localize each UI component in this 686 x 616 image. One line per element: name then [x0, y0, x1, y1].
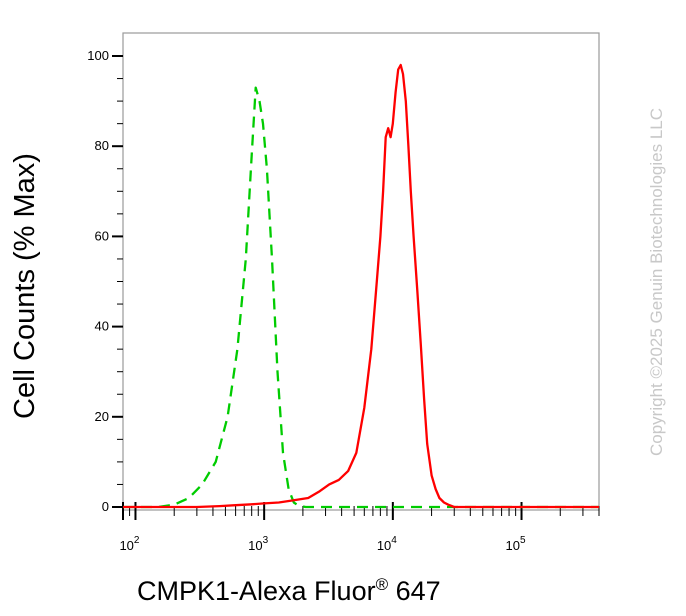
x-axis: 102 103 104 105 — [119, 502, 600, 553]
y-tick-label: 40 — [95, 319, 109, 334]
copyright-watermark: Copyright ©2025 Genuin Biotechnologies L… — [647, 108, 666, 456]
y-tick-label: 20 — [95, 409, 109, 424]
x-tick-label: 105 — [506, 535, 526, 553]
series-0-line — [123, 86, 599, 509]
x-tick-exponent: 3 — [263, 535, 269, 546]
y-tick-label: 80 — [95, 138, 109, 153]
series-layer — [123, 63, 599, 509]
series-1-line — [123, 63, 599, 509]
x-axis-label-main: CMPK1-Alexa Fluor — [137, 576, 376, 606]
y-tick-label: 60 — [95, 228, 109, 243]
y-tick-label: 100 — [87, 48, 109, 63]
x-axis-label-registered: ® — [376, 575, 389, 594]
x-tick-base: 10 — [506, 538, 520, 553]
x-tick-exponent: 5 — [520, 535, 526, 546]
x-tick-exponent: 4 — [391, 535, 397, 546]
x-tick-base: 10 — [248, 538, 262, 553]
x-axis-label: CMPK1-Alexa Fluor® 647 — [137, 575, 441, 606]
x-axis-label-suffix: 647 — [388, 576, 441, 606]
x-tick-label: 102 — [119, 535, 139, 553]
x-tick-base: 10 — [377, 538, 391, 553]
x-tick-base: 10 — [119, 538, 133, 553]
x-tick-exponent: 2 — [134, 535, 140, 546]
x-tick-label: 104 — [377, 535, 397, 553]
y-axis: 0 20 40 60 80 100 — [87, 48, 123, 514]
y-tick-label: 0 — [102, 499, 109, 514]
x-tick-label: 103 — [248, 535, 268, 553]
y-axis-label: Cell Counts (% Max) — [9, 153, 41, 419]
plot-frame — [122, 32, 600, 511]
